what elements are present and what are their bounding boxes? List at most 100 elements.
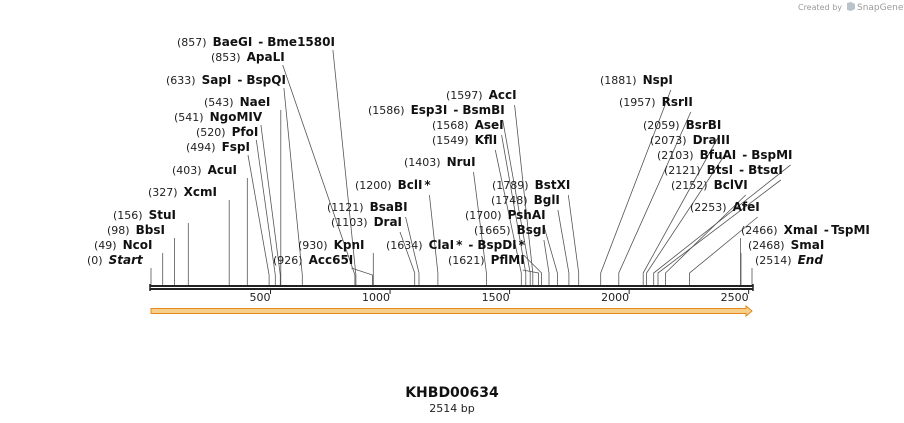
leader-line [665,194,746,285]
cut-site-ncoi[interactable]: (49) NcoI [94,238,152,252]
cut-site-label[interactable]: (541) NgoMIV [174,110,263,124]
cut-site-position: (1586) [368,104,405,117]
cut-site-label[interactable]: (857) BaeGI - Bme1580I [177,35,335,49]
cut-site-baegi[interactable]: (857) BaeGI - Bme1580I [177,35,335,49]
cut-site-nrui[interactable]: (1403) NruI [404,155,476,169]
cut-site-bsgi[interactable]: (1665) BsgI [474,223,546,237]
cut-site-fspi[interactable]: (494) FspI [186,140,250,154]
cut-site-apali[interactable]: (853) ApaLI [211,50,285,64]
cut-site-xmai[interactable]: (2466) XmaI - TspMI [741,223,870,237]
cut-site-label[interactable]: (1586) Esp3I - BsmBI [368,103,505,117]
feature-arrow-shape[interactable] [150,304,753,318]
cut-site-enzyme: NspI [643,73,673,87]
cut-site-start[interactable]: (0) Start [87,253,144,267]
cut-site-label[interactable]: (1597) AccI [446,88,517,102]
cut-site-label[interactable]: (1789) BstXI [492,178,570,192]
cut-site-label[interactable]: (403) AcuI [172,163,237,177]
cut-site-label[interactable]: (543) NaeI [204,95,270,109]
cut-site-pflmi[interactable]: (1621) PflMI [448,253,525,267]
cut-site-sapi[interactable]: (633) SapI - BspQI [166,73,286,87]
cut-site-label[interactable]: (633) SapI - BspQI [166,73,286,87]
cut-site-asei[interactable]: (1568) AseI [432,118,504,132]
cut-site-label[interactable]: (1957) RsrII [619,95,693,109]
leader-line [260,124,281,285]
cut-site-label[interactable]: (2466) XmaI - TspMI [741,223,870,237]
cut-site-clai[interactable]: (1634) ClaI * - BspDI * [386,238,526,252]
cut-site-bstxi[interactable]: (1789) BstXI [492,178,570,192]
leader-line [523,254,542,285]
cut-site-stui[interactable]: (156) StuI [113,208,176,222]
cut-site-label[interactable]: (2514) End [755,253,823,267]
cut-site-draiii[interactable]: (2073) DraIII [650,133,730,147]
cut-site-xcmi[interactable]: (327) XcmI [148,185,217,199]
cut-site-label[interactable]: (2121) BtsI - BtsαI [664,163,783,177]
cut-site-esp3i[interactable]: (1586) Esp3I - BsmBI [368,103,505,117]
cut-site-ngomiv[interactable]: (541) NgoMIV [174,110,263,124]
cut-site-kfli[interactable]: (1549) KflI [432,133,497,147]
cut-site-position: (2121) [664,164,701,177]
cut-site-label[interactable]: (98) BbsI [107,223,165,237]
cut-site-bcli[interactable]: (1200) BclI * [355,178,431,192]
cut-site-bgli[interactable]: (1748) BglI [491,193,560,207]
cut-site-label[interactable]: (1568) AseI [432,118,504,132]
cut-site-label[interactable]: (2468) SmaI [748,238,824,252]
cut-site-label[interactable]: (1700) PshAI [465,208,546,222]
cut-site-label[interactable]: (1549) KflI [432,133,497,147]
cut-site-enzyme: AfeI [733,200,760,214]
cut-site-label[interactable]: (520) PfoI [196,125,258,139]
cut-site-acc65i[interactable]: (926) Acc65I [273,253,353,267]
cut-site-acci[interactable]: (1597) AccI [446,88,517,102]
cut-site-smai[interactable]: (2468) SmaI [748,238,824,252]
cut-site-position: (49) [94,239,117,252]
cut-site-label[interactable]: (49) NcoI [94,238,152,252]
cut-site-label[interactable]: (1103) DraI [331,215,402,229]
cut-site-label[interactable]: (1121) BsaBI [327,200,408,214]
cut-site-label[interactable]: (1634) ClaI * - BspDI * [386,238,526,252]
cut-site-nspi[interactable]: (1881) NspI [600,73,673,87]
ruler-tick-2500: 2500 [721,290,750,304]
cut-site-end[interactable]: (2514) End [755,253,823,267]
cut-site-rsrii[interactable]: (1957) RsrII [619,95,693,109]
leader-line [689,216,758,285]
cut-site-kpni[interactable]: (930) KpnI [298,238,365,252]
tick-label: 1000 [362,291,390,304]
cut-site-label[interactable]: (1200) BclI * [355,178,431,192]
cut-site-position: (1700) [465,209,502,222]
cut-site-bsabi[interactable]: (1121) BsaBI [327,200,408,214]
cut-site-label[interactable]: (1621) PflMI [448,253,525,267]
cut-site-label[interactable]: (2059) BsrBI [643,118,721,132]
cut-site-label[interactable]: (2253) AfeI [690,200,760,214]
cut-site-label[interactable]: (327) XcmI [148,185,217,199]
cut-site-label[interactable]: (926) Acc65I [273,253,353,267]
leader-line [501,134,527,285]
cut-site-label[interactable]: (2073) DraIII [650,133,730,147]
cut-site-acui[interactable]: (403) AcuI [172,163,237,177]
cut-site-position: (1621) [448,254,485,267]
cut-site-bbsi[interactable]: (98) BbsI [107,223,165,237]
cut-site-label[interactable]: (156) StuI [113,208,176,222]
cut-site-label[interactable]: (2152) BclVI [671,178,748,192]
cut-site-label[interactable]: (1881) NspI [600,73,673,87]
backbone-top-strand [150,285,753,287]
cut-site-bclvi[interactable]: (2152) BclVI [671,178,748,192]
cut-site-position: (1748) [491,194,528,207]
cut-site-bfuai[interactable]: (2103) BfuAI - BspMI [657,148,793,162]
cut-site-label[interactable]: (2103) BfuAI - BspMI [657,148,793,162]
cut-site-label[interactable]: (1665) BsgI [474,223,546,237]
cut-site-label[interactable]: (0) Start [87,253,144,267]
ruler-tick-1000: 1000 [362,290,391,304]
cut-site-label[interactable]: (1403) NruI [404,155,476,169]
cut-site-bsrbi[interactable]: (2059) BsrBI [643,118,721,132]
cut-site-label[interactable]: (1748) BglI [491,193,560,207]
cut-site-afei[interactable]: (2253) AfeI [690,200,760,214]
cut-site-label[interactable]: (853) ApaLI [211,50,285,64]
cut-site-label[interactable]: (494) FspI [186,140,250,154]
cut-site-btsi[interactable]: (2121) BtsI - BtsαI [664,163,783,177]
cut-site-naei[interactable]: (543) NaeI [204,95,270,109]
cut-site-pfoi[interactable]: (520) PfoI [196,125,258,139]
cut-site-drai[interactable]: (1103) DraI [331,215,402,229]
cut-site-pshai[interactable]: (1700) PshAI [465,208,546,222]
leader-line [646,149,729,285]
feature-arrow[interactable] [150,304,753,318]
cut-site-label[interactable]: (930) KpnI [298,238,365,252]
